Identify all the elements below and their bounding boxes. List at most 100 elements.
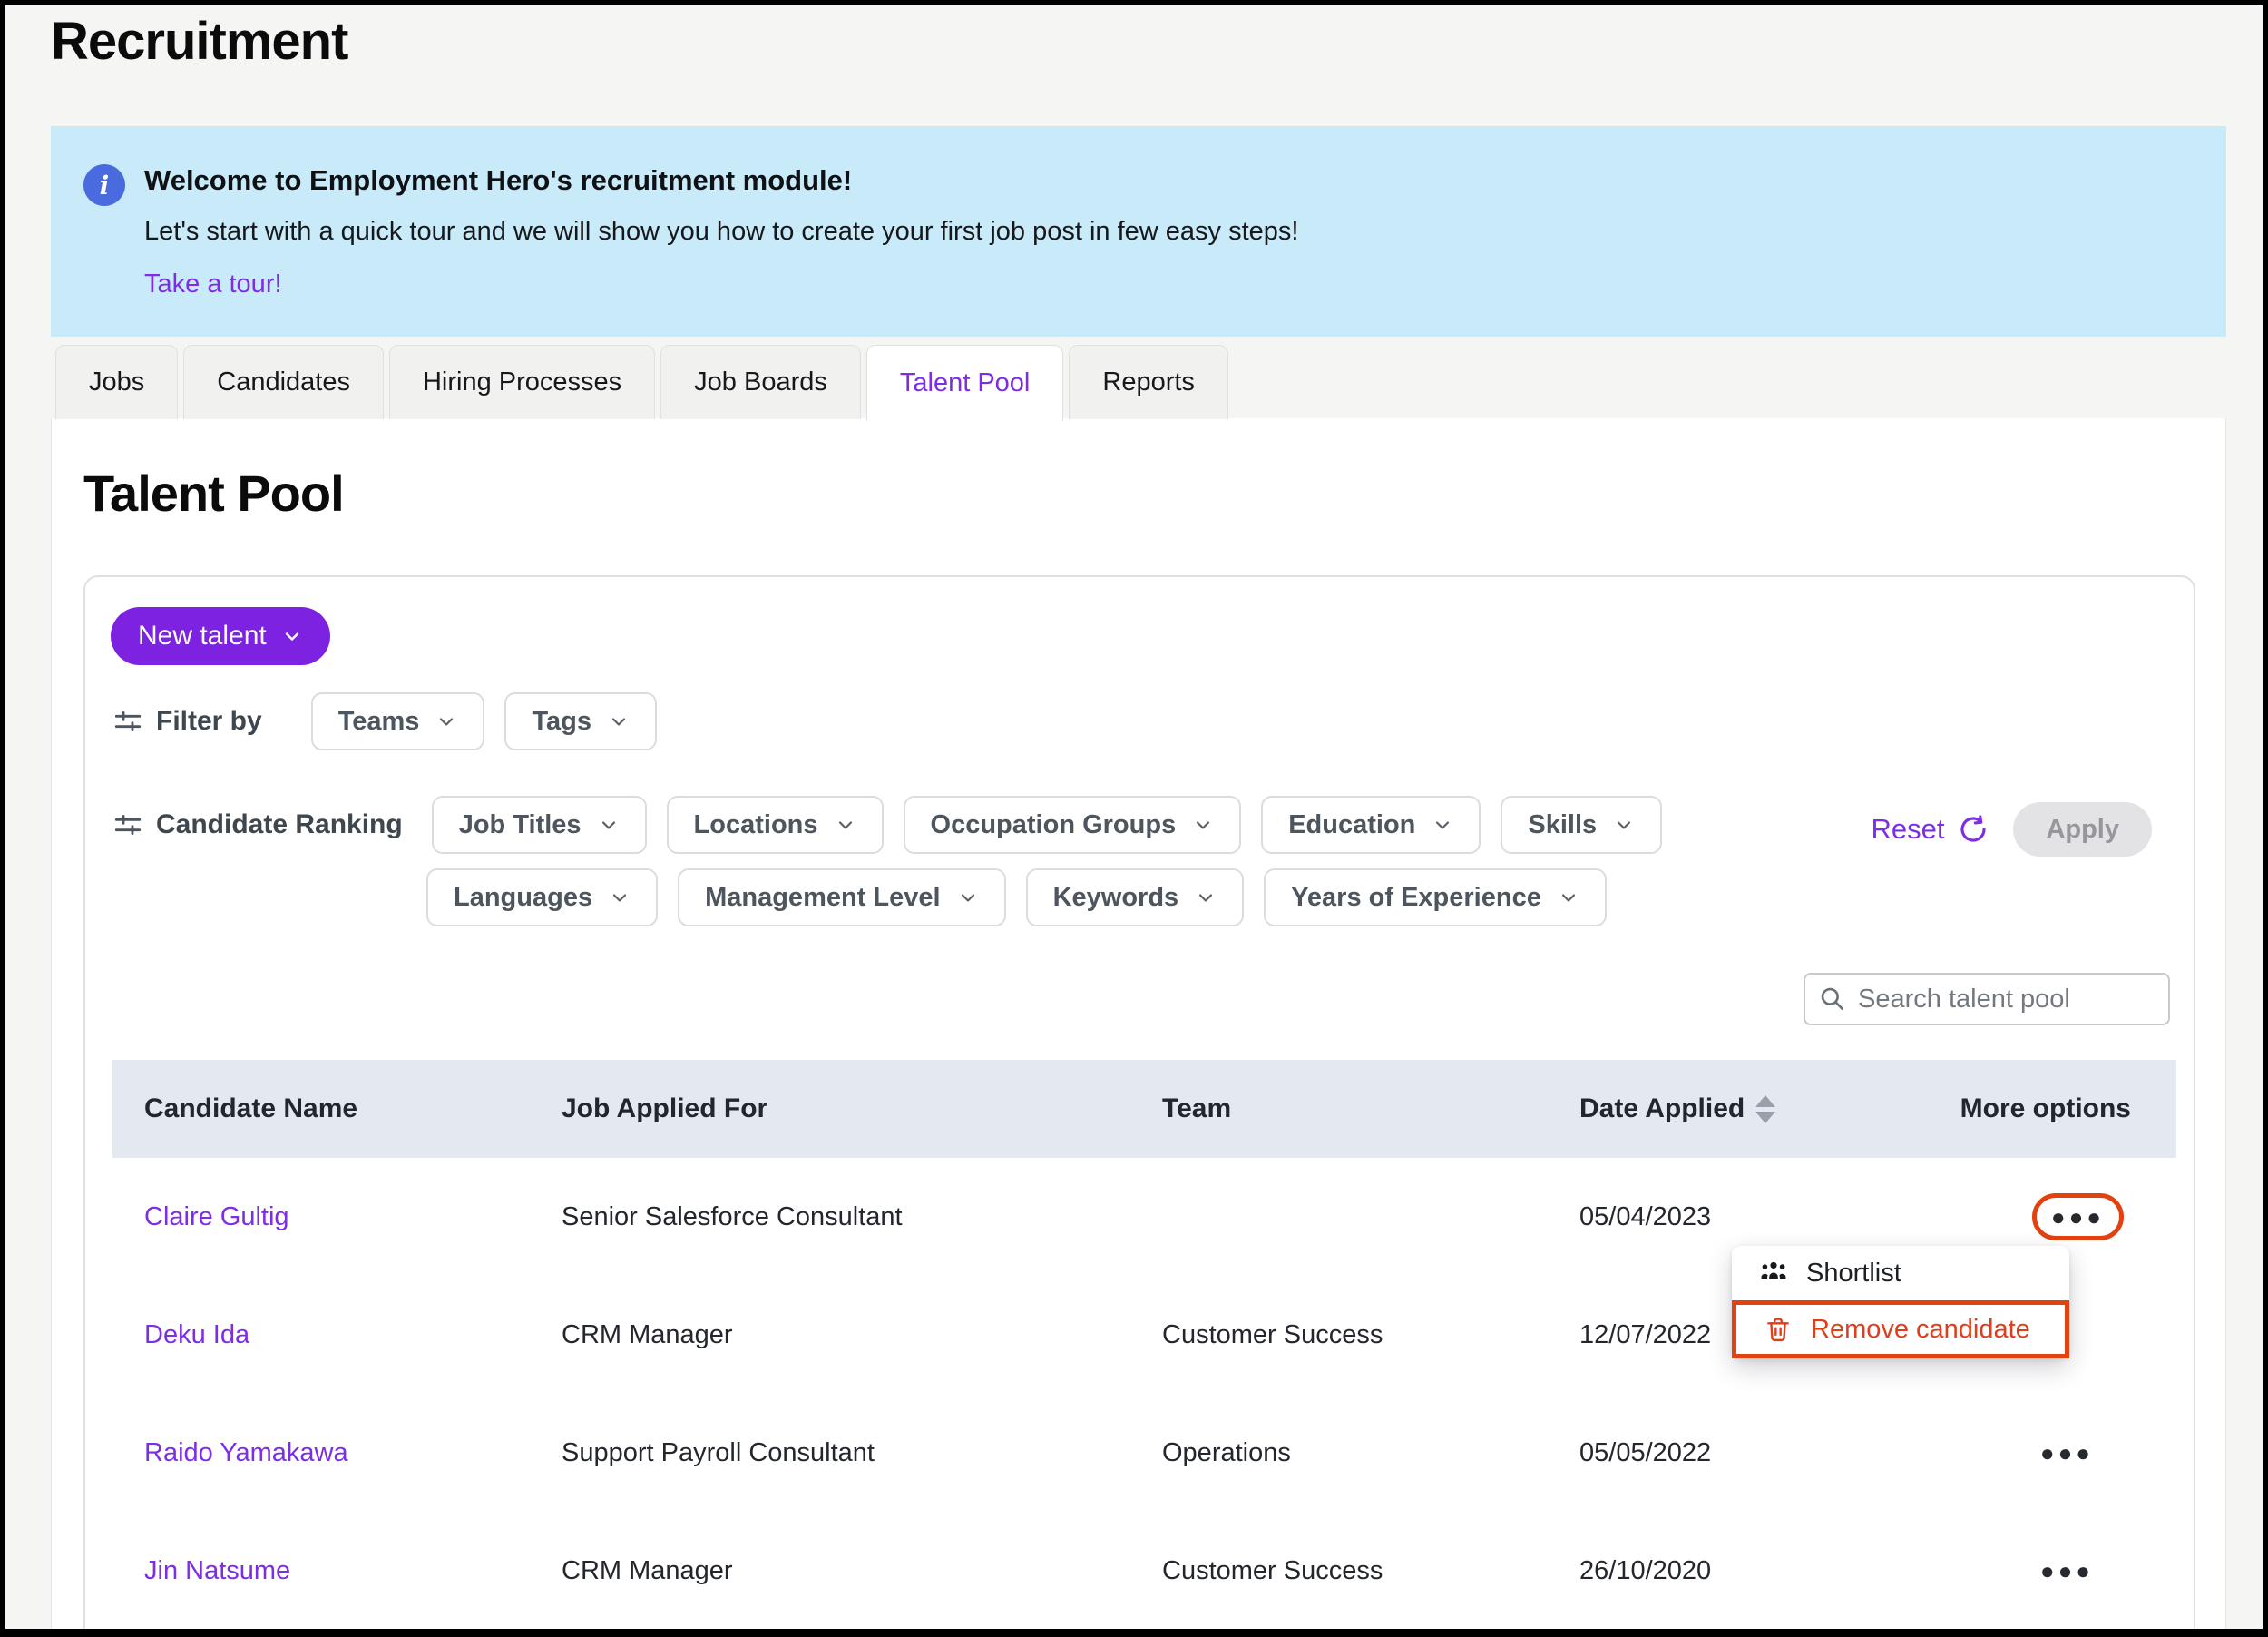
banner-title: Welcome to Employment Hero's recruitment… <box>144 164 853 196</box>
job-cell: Senior Salesforce Consultant <box>562 1201 903 1231</box>
people-icon <box>1761 1261 1786 1279</box>
candidate-link[interactable]: Claire Gultig <box>144 1201 289 1231</box>
management-level-label: Management Level <box>705 882 941 912</box>
candidate-ranking-row-2: Languages Management Level Keywords Year… <box>426 868 1607 927</box>
candidate-link[interactable]: Jin Natsume <box>144 1555 291 1585</box>
reset-button[interactable]: Reset <box>1871 813 1989 846</box>
table-row: Deku Ida CRM Manager Customer Success 12… <box>112 1276 2176 1394</box>
languages-label: Languages <box>454 882 593 912</box>
talent-pool-panel: Talent Pool New talent Filter by Teams T… <box>51 418 2226 1629</box>
search-input[interactable] <box>1804 973 2170 1025</box>
table-header: Candidate Name Job Applied For Team Date… <box>112 1060 2176 1158</box>
education-dropdown[interactable]: Education <box>1261 796 1481 854</box>
job-titles-dropdown[interactable]: Job Titles <box>431 796 647 854</box>
col-more-options: More options <box>1960 1093 2131 1123</box>
info-icon: i <box>83 164 125 206</box>
occupation-groups-label: Occupation Groups <box>930 809 1177 839</box>
languages-dropdown[interactable]: Languages <box>426 868 659 926</box>
management-level-dropdown[interactable]: Management Level <box>678 868 1006 926</box>
col-team: Team <box>1162 1093 1232 1123</box>
filter-by-label: Filter by <box>156 706 262 736</box>
job-titles-label: Job Titles <box>458 809 582 839</box>
page-title: Recruitment <box>51 12 348 71</box>
tab-jobs[interactable]: Jobs <box>55 345 179 419</box>
section-title: Talent Pool <box>83 465 345 522</box>
menu-item-label: Shortlist <box>1806 1258 1901 1288</box>
chevron-down-icon <box>1199 894 1213 902</box>
col-date-applied: Date Applied <box>1579 1093 1745 1123</box>
tab-hiring-processes[interactable]: Hiring Processes <box>388 345 656 419</box>
date-cell: 12/07/2022 <box>1579 1319 1712 1349</box>
candidate-ranking-label: Candidate Ranking <box>156 809 403 839</box>
chevron-down-icon <box>285 632 298 641</box>
chevron-down-icon <box>838 821 852 829</box>
years-of-experience-label: Years of Experience <box>1291 882 1541 912</box>
sort-icon[interactable] <box>1755 1094 1776 1123</box>
chevron-down-icon <box>961 894 974 902</box>
new-talent-button[interactable]: New talent <box>111 607 330 665</box>
welcome-banner: i Welcome to Employment Hero's recruitme… <box>51 126 2226 337</box>
date-cell: 05/05/2022 <box>1579 1437 1712 1467</box>
skills-label: Skills <box>1528 809 1598 839</box>
teams-dropdown[interactable]: Teams <box>310 692 485 750</box>
team-cell: Customer Success <box>1162 1555 1383 1585</box>
job-cell: CRM Manager <box>562 1555 733 1585</box>
candidate-link[interactable]: Deku Ida <box>144 1319 250 1349</box>
sliders-icon <box>114 814 142 836</box>
keywords-dropdown[interactable]: Keywords <box>1025 868 1245 926</box>
date-cell: 26/10/2020 <box>1579 1555 1712 1585</box>
trash-icon <box>1767 1318 1789 1342</box>
keywords-label: Keywords <box>1052 882 1179 912</box>
tab-bar: Jobs Candidates Hiring Processes Job Boa… <box>55 345 1228 421</box>
job-cell: Support Payroll Consultant <box>562 1437 875 1467</box>
years-of-experience-dropdown[interactable]: Years of Experience <box>1264 868 1607 926</box>
talent-pool-table: Candidate Name Job Applied For Team Date… <box>112 1060 2176 1629</box>
candidate-link[interactable]: Raido Yamakawa <box>144 1437 348 1467</box>
search-talent-pool <box>1804 973 2170 1025</box>
table-body: Claire Gultig Senior Salesforce Consulta… <box>112 1158 2176 1629</box>
occupation-groups-dropdown[interactable]: Occupation Groups <box>903 796 1242 854</box>
apply-button[interactable]: Apply <box>2013 802 2152 857</box>
locations-dropdown[interactable]: Locations <box>666 796 884 854</box>
sliders-icon <box>114 711 142 732</box>
locations-label: Locations <box>693 809 818 839</box>
banner-body: Let's start with a quick tour and we wil… <box>144 217 1299 246</box>
refresh-icon <box>1960 815 1987 842</box>
menu-item-remove-candidate[interactable]: Remove candidate <box>1732 1300 2069 1358</box>
tags-dropdown-label: Tags <box>532 706 591 736</box>
reset-label: Reset <box>1871 813 1945 845</box>
menu-item-shortlist[interactable]: Shortlist <box>1732 1246 2069 1300</box>
take-a-tour-link[interactable]: Take a tour! <box>144 270 282 299</box>
education-label: Education <box>1288 809 1416 839</box>
team-cell: Operations <box>1162 1437 1291 1467</box>
more-options-button[interactable]: ●●● <box>2039 1439 2094 1466</box>
tab-job-boards[interactable]: Job Boards <box>660 345 861 419</box>
search-icon <box>1821 987 1843 1010</box>
more-options-button[interactable]: ●●● <box>2039 1557 2094 1584</box>
table-row: Claire Gultig Senior Salesforce Consulta… <box>112 1158 2176 1276</box>
talent-pool-card: New talent Filter by Teams Tags <box>83 575 2195 1629</box>
menu-item-label: Remove candidate <box>1811 1314 2030 1344</box>
chevron-down-icon <box>611 718 626 726</box>
job-cell: CRM Manager <box>562 1319 733 1349</box>
tab-talent-pool[interactable]: Talent Pool <box>865 345 1064 421</box>
chevron-down-icon <box>1618 821 1631 829</box>
more-options-menu: Shortlist Remove candidate <box>1732 1246 2069 1358</box>
tab-reports[interactable]: Reports <box>1069 345 1228 419</box>
table-row: Jin Natsume CRM Manager Customer Success… <box>112 1512 2176 1629</box>
skills-dropdown[interactable]: Skills <box>1501 796 1663 854</box>
chevron-down-icon <box>1436 821 1450 829</box>
chevron-down-icon <box>1197 821 1210 829</box>
col-candidate-name: Candidate Name <box>144 1093 358 1123</box>
chevron-down-icon <box>612 894 627 902</box>
date-cell: 05/04/2023 <box>1579 1201 1712 1231</box>
ranking-actions: Reset Apply <box>1871 802 2152 857</box>
more-options-button-annotated[interactable]: ●●● <box>2031 1193 2124 1240</box>
chevron-down-icon <box>601 821 615 829</box>
team-cell: Customer Success <box>1162 1319 1383 1349</box>
chevron-down-icon <box>1561 894 1575 902</box>
tags-dropdown[interactable]: Tags <box>504 692 657 750</box>
chevron-down-icon <box>440 718 454 726</box>
tab-candidates[interactable]: Candidates <box>183 345 384 419</box>
